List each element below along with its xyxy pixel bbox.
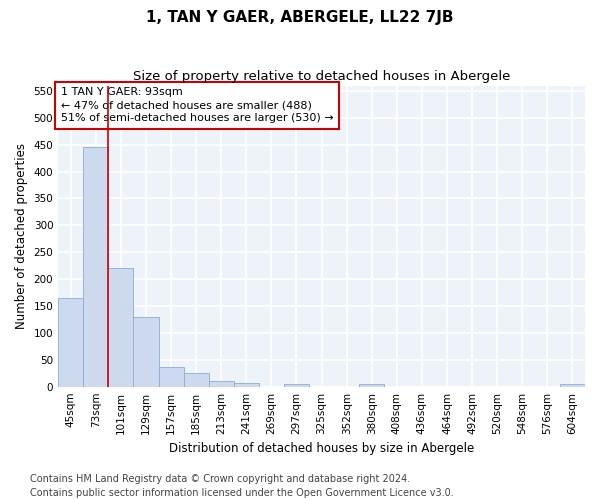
Bar bbox=[184, 373, 209, 386]
Bar bbox=[359, 384, 385, 386]
Text: Contains HM Land Registry data © Crown copyright and database right 2024.
Contai: Contains HM Land Registry data © Crown c… bbox=[30, 474, 454, 498]
X-axis label: Distribution of detached houses by size in Abergele: Distribution of detached houses by size … bbox=[169, 442, 474, 455]
Bar bbox=[234, 384, 259, 386]
Bar bbox=[209, 382, 234, 386]
Text: 1, TAN Y GAER, ABERGELE, LL22 7JB: 1, TAN Y GAER, ABERGELE, LL22 7JB bbox=[146, 10, 454, 25]
Y-axis label: Number of detached properties: Number of detached properties bbox=[15, 143, 28, 329]
Bar bbox=[58, 298, 83, 386]
Bar bbox=[133, 317, 158, 386]
Bar bbox=[560, 384, 585, 386]
Bar bbox=[83, 148, 109, 386]
Bar bbox=[284, 384, 309, 386]
Bar bbox=[109, 268, 133, 386]
Bar bbox=[158, 367, 184, 386]
Title: Size of property relative to detached houses in Abergele: Size of property relative to detached ho… bbox=[133, 70, 510, 83]
Text: 1 TAN Y GAER: 93sqm
← 47% of detached houses are smaller (488)
51% of semi-detac: 1 TAN Y GAER: 93sqm ← 47% of detached ho… bbox=[61, 87, 334, 124]
